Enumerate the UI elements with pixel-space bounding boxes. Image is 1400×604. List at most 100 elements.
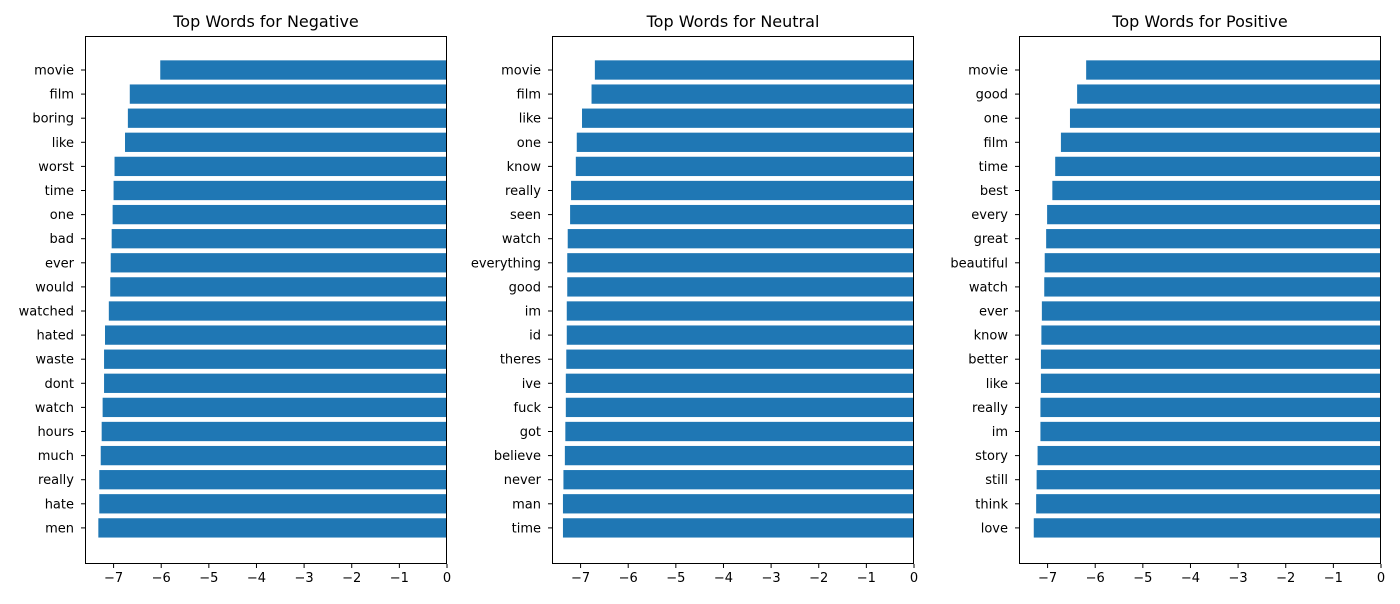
category-label: watch bbox=[969, 280, 1008, 295]
category-label: hate bbox=[45, 497, 74, 512]
bar-like bbox=[125, 132, 447, 152]
category-label: good bbox=[509, 280, 541, 295]
bar-im bbox=[566, 301, 914, 321]
category-label: one bbox=[984, 112, 1008, 127]
category-label: like bbox=[519, 112, 541, 127]
bar-great bbox=[1046, 229, 1381, 249]
bar-like bbox=[582, 108, 914, 128]
category-label: really bbox=[505, 184, 541, 199]
x-tick-label: −1 bbox=[857, 571, 876, 586]
bar-much bbox=[100, 445, 448, 466]
category-label: believe bbox=[494, 449, 541, 464]
category-label: story bbox=[975, 449, 1008, 464]
category-label: best bbox=[980, 184, 1008, 199]
bar-believe bbox=[564, 445, 914, 466]
x-tick-label: −7 bbox=[571, 571, 590, 586]
bar-never bbox=[563, 470, 914, 490]
category-label: boring bbox=[32, 112, 74, 127]
bar-ever bbox=[110, 253, 447, 273]
category-label: like bbox=[52, 136, 74, 151]
bar-film bbox=[1060, 132, 1381, 152]
category-label: id bbox=[529, 329, 541, 344]
bar-watch bbox=[102, 397, 447, 418]
x-tick-label: −7 bbox=[104, 571, 123, 586]
axes-frame bbox=[85, 36, 447, 564]
chart-title: Top Words for Positive bbox=[1111, 12, 1287, 31]
chart-title: Top Words for Neutral bbox=[646, 12, 820, 31]
subplot-1: Top Words for Negative movie film boring lik… bbox=[19, 12, 451, 586]
category-label: movie bbox=[968, 64, 1008, 79]
category-label: good bbox=[976, 88, 1008, 103]
category-label: would bbox=[35, 280, 74, 295]
category-label: great bbox=[974, 232, 1008, 247]
bar-everything bbox=[567, 253, 914, 273]
category-label: better bbox=[968, 353, 1008, 368]
bar-really bbox=[1040, 397, 1381, 418]
category-label: fuck bbox=[514, 401, 542, 416]
bar-worst bbox=[114, 156, 447, 177]
category-label: ever bbox=[45, 256, 75, 271]
bar-know bbox=[1041, 325, 1381, 345]
x-tick-label: 0 bbox=[1377, 571, 1385, 586]
category-label: one bbox=[50, 208, 74, 223]
category-label: watch bbox=[35, 401, 74, 416]
axes-frame bbox=[552, 36, 914, 564]
x-tick-label: −3 bbox=[762, 571, 781, 586]
bar-better bbox=[1040, 349, 1381, 369]
bar-love bbox=[1033, 518, 1381, 538]
category-label: beautiful bbox=[950, 256, 1008, 271]
bar-every bbox=[1047, 204, 1381, 225]
bar-story bbox=[1037, 445, 1381, 466]
x-tick-label: −5 bbox=[199, 571, 218, 586]
category-label: watched bbox=[19, 305, 74, 320]
bar-hours bbox=[101, 421, 447, 442]
x-tick-label: −2 bbox=[1276, 571, 1295, 586]
bar-one bbox=[112, 204, 447, 225]
x-tick-label: −4 bbox=[247, 571, 266, 586]
bar-best bbox=[1052, 180, 1381, 201]
category-label: movie bbox=[501, 64, 541, 79]
bar-waste bbox=[104, 349, 447, 369]
bar-would bbox=[110, 277, 447, 297]
category-label: got bbox=[520, 425, 541, 440]
bar-one bbox=[576, 132, 914, 152]
category-label: dont bbox=[44, 377, 74, 392]
category-label: love bbox=[981, 521, 1008, 536]
chart-title: Top Words for Negative bbox=[172, 12, 359, 31]
bar-really bbox=[99, 470, 447, 490]
x-tick-label: 0 bbox=[910, 571, 918, 586]
x-tick-label: −1 bbox=[1324, 571, 1343, 586]
category-label: watch bbox=[502, 232, 541, 247]
category-label: like bbox=[986, 377, 1008, 392]
bar-fuck bbox=[565, 397, 914, 418]
category-label: film bbox=[50, 88, 74, 103]
bar-ive bbox=[565, 373, 914, 393]
x-tick-label: −6 bbox=[619, 571, 638, 586]
x-tick-label: −3 bbox=[1229, 571, 1248, 586]
x-tick-label: −1 bbox=[390, 571, 409, 586]
category-label: man bbox=[512, 497, 541, 512]
category-label: never bbox=[504, 473, 542, 488]
bar-movie bbox=[160, 60, 448, 80]
category-label: really bbox=[972, 401, 1008, 416]
bar-man bbox=[562, 494, 914, 514]
category-label: hours bbox=[37, 425, 74, 440]
bar-movie bbox=[594, 60, 914, 80]
category-label: still bbox=[985, 473, 1008, 488]
bar-time bbox=[1055, 156, 1381, 177]
category-label: hated bbox=[36, 329, 74, 344]
bar-good bbox=[567, 277, 914, 297]
category-label: men bbox=[45, 521, 74, 536]
category-label: much bbox=[38, 449, 74, 464]
category-label: bad bbox=[50, 232, 74, 247]
bar-watched bbox=[108, 301, 447, 321]
category-label: im bbox=[525, 305, 541, 320]
bar-hated bbox=[105, 325, 448, 345]
bar-theres bbox=[566, 349, 914, 369]
bar-film bbox=[591, 84, 914, 104]
category-label: really bbox=[38, 473, 74, 488]
bar-movie bbox=[1086, 60, 1381, 80]
category-label: time bbox=[979, 160, 1008, 175]
